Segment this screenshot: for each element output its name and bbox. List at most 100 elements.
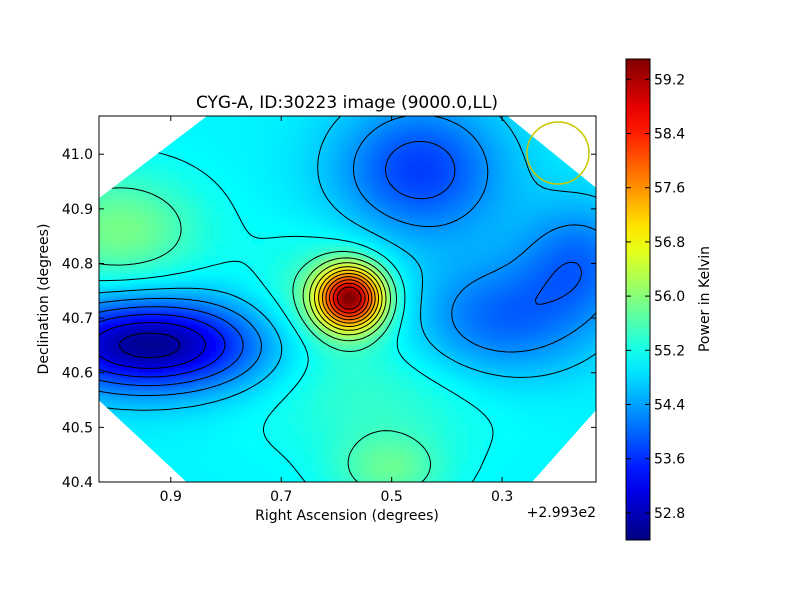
- heatmap-cell: [522, 328, 529, 335]
- heatmap-cell: [594, 256, 596, 263]
- heatmap-cell: [168, 394, 175, 401]
- heatmap-cell: [276, 244, 283, 251]
- heatmap-cell: [318, 250, 325, 257]
- heatmap-cell: [318, 346, 325, 353]
- heatmap-cell: [174, 202, 181, 209]
- heatmap-cell: [180, 286, 187, 293]
- heatmap-cell: [372, 346, 379, 353]
- heatmap-cell: [588, 118, 595, 125]
- heatmap-cell: [234, 400, 241, 407]
- heatmap-cell: [396, 214, 403, 221]
- heatmap-cell: [504, 262, 511, 269]
- heatmap-cell: [264, 340, 271, 347]
- heatmap-cell: [486, 316, 493, 323]
- heatmap-cell: [156, 316, 163, 323]
- heatmap-cell: [192, 226, 199, 233]
- heatmap-cell: [156, 214, 163, 221]
- heatmap-cell: [522, 352, 529, 359]
- heatmap-cell: [318, 118, 325, 125]
- heatmap-cell: [312, 436, 319, 443]
- heatmap-cell: [138, 100, 145, 107]
- heatmap-cell: [150, 376, 157, 383]
- heatmap-cell: [174, 406, 181, 413]
- heatmap-cell: [582, 316, 589, 323]
- heatmap-cell: [282, 190, 289, 197]
- heatmap-cell: [588, 268, 595, 275]
- heatmap-cell: [192, 184, 199, 191]
- heatmap-cell: [162, 268, 169, 275]
- heatmap-cell: [372, 124, 379, 131]
- heatmap-cell: [198, 352, 205, 359]
- heatmap-cell: [480, 442, 487, 449]
- heatmap-cell: [408, 430, 415, 437]
- heatmap-cell: [324, 394, 331, 401]
- heatmap-cell: [456, 376, 463, 383]
- heatmap-cell: [348, 418, 355, 425]
- heatmap-cell: [210, 250, 217, 257]
- heatmap-cell: [594, 370, 596, 377]
- heatmap-cell: [360, 116, 367, 119]
- heatmap-cell: [546, 274, 553, 281]
- heatmap-cell: [288, 148, 295, 155]
- heatmap-cell: [504, 238, 511, 245]
- heatmap-cell: [312, 196, 319, 203]
- heatmap-cell: [306, 370, 313, 377]
- heatmap-cell: [210, 418, 217, 425]
- heatmap-cell: [462, 202, 469, 209]
- heatmap-cell: [360, 328, 367, 335]
- heatmap-cell: [108, 394, 115, 401]
- heatmap-cell: [228, 328, 235, 335]
- heatmap-cell: [540, 418, 547, 425]
- heatmap-cell: [204, 292, 211, 299]
- heatmap-cell: [324, 136, 331, 143]
- heatmap-cell: [198, 364, 205, 371]
- heatmap-cell: [222, 154, 229, 161]
- heatmap-cell: [198, 436, 205, 443]
- heatmap-cell: [108, 268, 115, 275]
- heatmap-cell: [120, 256, 127, 263]
- heatmap-cell: [288, 166, 295, 173]
- heatmap-cell: [138, 418, 145, 425]
- heatmap-cell: [222, 352, 229, 359]
- heatmap-cell: [414, 232, 421, 239]
- heatmap-cell: [210, 298, 217, 305]
- heatmap-cell: [432, 262, 439, 269]
- heatmap-cell: [120, 202, 127, 209]
- heatmap-cell: [462, 280, 469, 287]
- heatmap-cell: [162, 418, 169, 425]
- heatmap-cell: [390, 214, 397, 221]
- heatmap-cell: [450, 226, 457, 233]
- heatmap-cell: [522, 292, 529, 299]
- heatmap-cell: [558, 412, 565, 419]
- heatmap-cell: [366, 346, 373, 353]
- heatmap-cell: [210, 142, 217, 149]
- heatmap-cell: [222, 436, 229, 443]
- heatmap-cell: [354, 340, 361, 347]
- heatmap-cell: [492, 412, 499, 419]
- heatmap-cell: [432, 160, 439, 167]
- heatmap-cell: [462, 310, 469, 317]
- heatmap-cell: [498, 340, 505, 347]
- heatmap-cell: [432, 334, 439, 341]
- heatmap-cell: [438, 124, 445, 131]
- heatmap-cell: [270, 430, 277, 437]
- heatmap-cell: [516, 430, 523, 437]
- heatmap-cell: [276, 142, 283, 149]
- heatmap-cell: [282, 244, 289, 251]
- heatmap-cell: [180, 100, 187, 107]
- heatmap-cell: [360, 148, 367, 155]
- heatmap-cell: [252, 430, 259, 437]
- heatmap-cell: [450, 352, 457, 359]
- heatmap-cell: [600, 100, 607, 107]
- heatmap-cell: [312, 316, 319, 323]
- heatmap-cell: [114, 358, 121, 365]
- heatmap-cell: [540, 310, 547, 317]
- heatmap-cell: [564, 268, 571, 275]
- heatmap-cell: [486, 280, 493, 287]
- heatmap-cell: [576, 232, 583, 239]
- heatmap-cell: [192, 274, 199, 281]
- heatmap-cell: [486, 166, 493, 173]
- heatmap-cell: [474, 202, 481, 209]
- heatmap-cell: [300, 118, 307, 125]
- heatmap-cell: [516, 322, 523, 329]
